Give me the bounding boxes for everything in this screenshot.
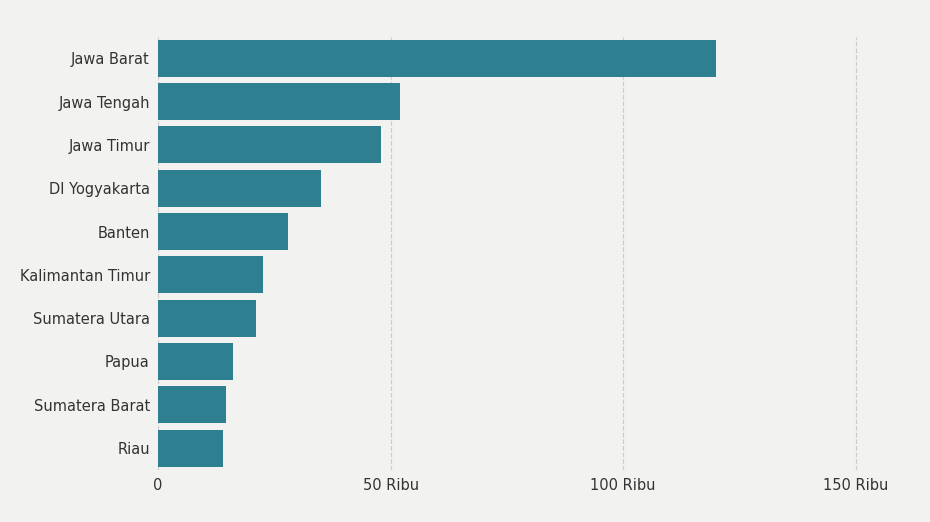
Bar [158, 83, 400, 120]
Bar [158, 126, 381, 163]
Bar [158, 343, 232, 380]
Bar [158, 213, 288, 250]
Bar [158, 430, 223, 467]
Bar [158, 300, 256, 337]
Bar [158, 40, 716, 77]
Bar [158, 386, 225, 423]
Bar [158, 170, 321, 207]
Bar [158, 256, 262, 293]
